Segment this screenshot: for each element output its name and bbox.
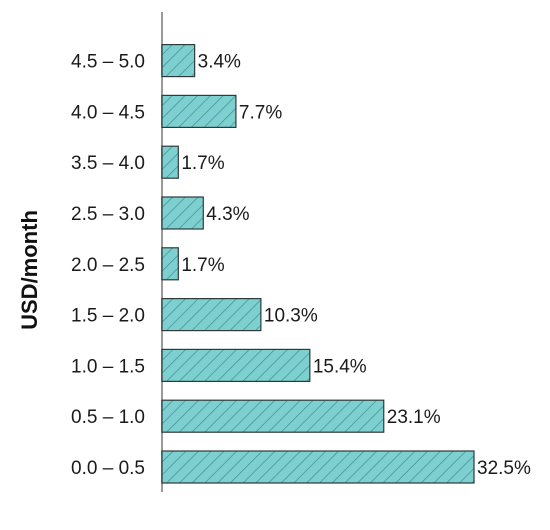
bar (161, 247, 179, 281)
category-tick-label: 0.0 – 0.5 (71, 458, 145, 479)
bar-value-label: 3.4% (198, 52, 241, 73)
bar-value-label: 10.3% (264, 306, 318, 327)
category-tick-label: 0.5 – 1.0 (71, 407, 145, 428)
category-tick-label: 1.0 – 1.5 (71, 356, 145, 377)
category-tick-label: 1.5 – 2.0 (71, 306, 145, 327)
bar-value-label: 4.3% (206, 204, 249, 225)
bar-value-label: 1.7% (181, 255, 224, 276)
bar (161, 348, 311, 382)
bar-value-label: 15.4% (313, 356, 367, 377)
bar (161, 145, 179, 179)
bar (161, 450, 475, 484)
category-tick-label: 4.0 – 4.5 (71, 102, 145, 123)
y-axis-title: USD/month (17, 210, 42, 330)
bar (161, 43, 196, 78)
bar-value-label: 23.1% (387, 407, 441, 428)
category-tick-label: 2.0 – 2.5 (71, 255, 145, 276)
bar-value-label: 1.7% (181, 153, 224, 174)
category-tick-label: 2.5 – 3.0 (71, 204, 145, 225)
bar (161, 399, 385, 433)
category-tick-label: 4.5 – 5.0 (71, 52, 145, 73)
bar (161, 94, 237, 129)
category-tick-label: 3.5 – 4.0 (71, 153, 145, 174)
bar (161, 298, 262, 332)
bar (161, 196, 204, 230)
bar-value-label: 7.7% (239, 102, 282, 123)
bar-value-label: 32.5% (477, 458, 531, 479)
